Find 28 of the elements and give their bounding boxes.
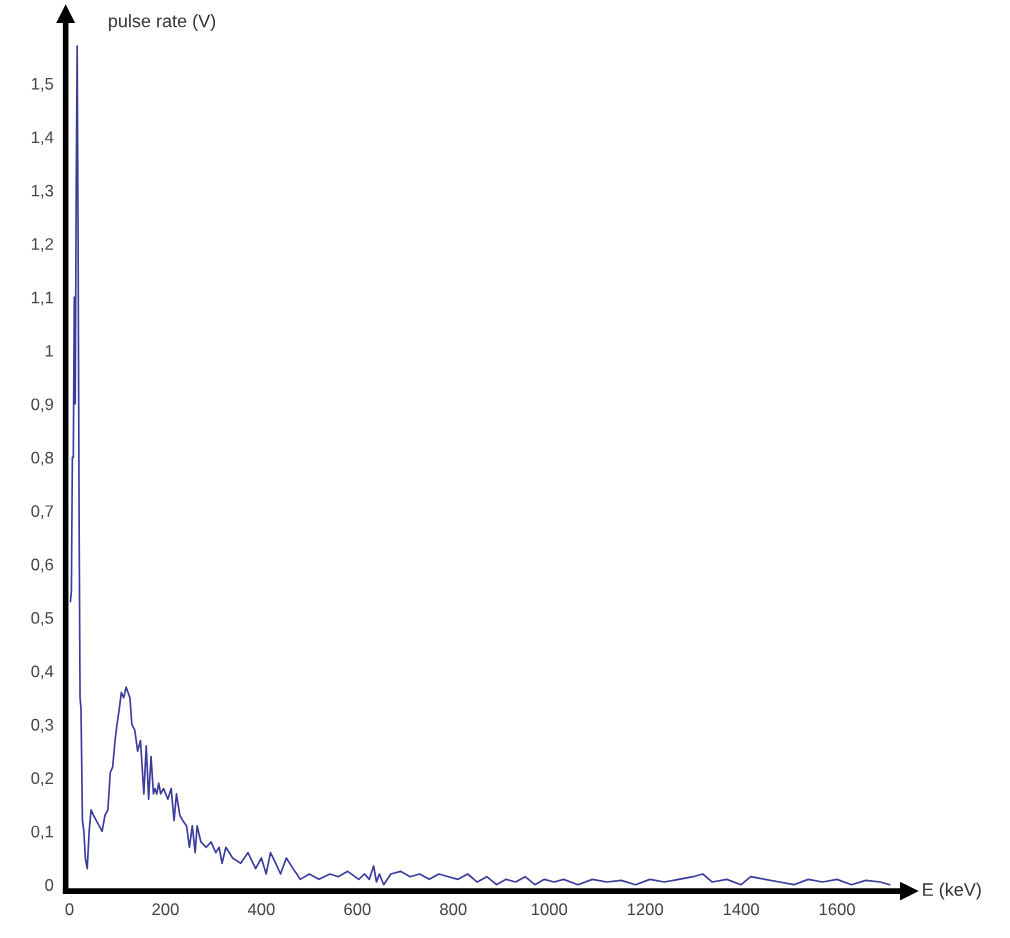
- x-tick-label: 1200: [627, 903, 664, 916]
- x-tick-label: 800: [440, 903, 467, 916]
- y-tick-label: 0,3: [31, 718, 54, 733]
- x-tick-label: 1400: [723, 903, 759, 916]
- x-tick-label: 1000: [531, 903, 568, 916]
- x-tick-label: 400: [247, 903, 275, 916]
- y-tick-label: 0,4: [31, 665, 54, 680]
- y-tick-label: 0: [45, 879, 54, 891]
- y-tick-label: 0,1: [31, 825, 54, 840]
- y-tick-label: 1,1: [31, 291, 54, 306]
- y-tick-label: 0,5: [31, 612, 54, 626]
- y-tick-label: 1,2: [31, 238, 54, 252]
- y-tick-label: 0,9: [31, 398, 54, 413]
- x-tick-label: 0: [65, 903, 74, 916]
- y-tick-label: 1: [45, 345, 54, 357]
- y-tick-label: 0,7: [31, 505, 54, 519]
- x-tick-label: 200: [152, 903, 179, 916]
- line-series: [69, 45, 891, 886]
- y-tick-label: 1,3: [31, 184, 54, 199]
- x-axis-title: E (keV): [923, 882, 981, 900]
- y-tick-label: 0,8: [31, 451, 54, 466]
- y-tick-label: 1,4: [31, 131, 54, 146]
- y-tick-label: 1,5: [31, 78, 54, 92]
- x-tick-label: 1600: [819, 903, 855, 916]
- y-tick-label: 0,6: [31, 558, 54, 573]
- x-tick-label: 600: [344, 903, 371, 916]
- y-axis-title: pulse rate (V): [108, 14, 216, 31]
- y-tick-label: 0,2: [31, 772, 54, 787]
